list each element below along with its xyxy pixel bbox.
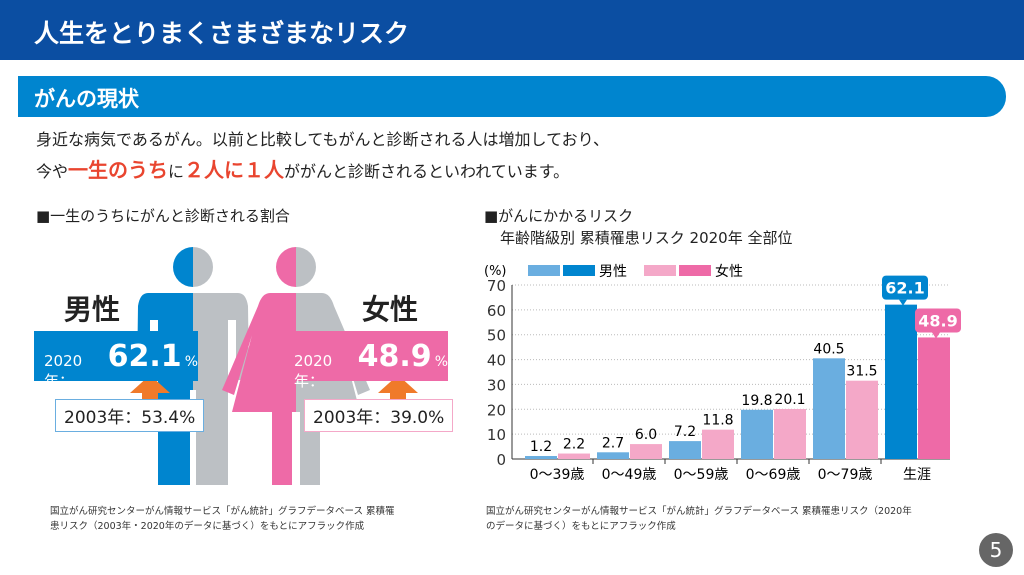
y-tick-label: 20 [487,401,506,419]
legend-swatch-light [644,265,676,276]
left-source: 国立がん研究センターがん情報サービス「がん統計」グラフデータベース 累積罹 患リス… [50,504,395,534]
bar-female [774,409,806,459]
data-label: 11.8 [702,413,733,429]
highlight-ratio: ２人に１人 [184,158,285,182]
female-label: 女性 [362,293,419,326]
data-label: 1.2 [530,439,552,455]
left-title: ■一生のうちにがんと診断される割合 [36,207,290,225]
callout-pointer [932,332,940,339]
data-label: 6.0 [635,427,657,443]
bar-male [885,304,917,459]
t: のデータに基づく）をもとにアフラック作成 [486,521,676,532]
legend-label: 男性 [599,264,627,280]
legend-swatch-dark [563,265,595,276]
bar-chart: (%) 男性 女性 0 10 20 30 40 50 60 70 0〜39歳 1.2 2.2 0〜49歳… [484,263,961,483]
x-tick-label: 0〜79歳 [818,467,873,483]
y-tick-label: 30 [487,376,506,394]
bar-male [597,452,629,459]
bar-female [558,453,590,459]
data-label: 19.8 [741,393,772,409]
male-2003-box: 2003年：53.4% [55,399,205,432]
page-number: 5 [979,533,1013,567]
legend-swatch-dark [679,265,711,276]
female-2003-box: 2003年：39.0% [304,399,454,432]
callout-pointer [899,299,907,306]
bar-male [741,409,773,459]
x-tick-label: 生涯 [903,467,931,483]
female-2020-box: 2020年： 48.9% [284,331,448,390]
t: 患リスク（2003年・2020年のデータに基づく）をもとにアフラック作成 [50,521,365,532]
male-label: 男性 [64,293,121,326]
data-label: 48.9 [918,311,957,330]
x-tick-label: 0〜39歳 [530,467,585,483]
t: 国立がん研究センターがん情報サービス「がん統計」グラフデータベース 累積罹患リス… [486,506,912,517]
highlight-lifetime: 一生のうち [68,158,169,182]
y-tick-label: 70 [487,277,506,295]
y-tick-label: 50 [487,327,506,345]
x-tick-label: 0〜59歳 [674,467,729,483]
bar-male [525,456,557,459]
t: ががんと診断されるといわれています。 [284,162,570,181]
legend-label: 女性 [715,263,743,280]
t: に [168,162,185,181]
x-tick-label: 0〜49歳 [602,467,657,483]
data-label: 7.2 [674,424,696,440]
right-title: ■がんにかかるリスク [484,207,634,225]
intro-line-1: 身近な病気であるがん。以前と比較してもがんと診断される人は増加しており、 [36,130,609,149]
y-tick-label: 10 [487,426,506,444]
page-title: 人生をとりまくさまざまなリスク [34,19,410,48]
t: % [184,354,198,370]
bar-female [702,429,734,459]
t: 2020年： [294,352,333,390]
bar-male [669,441,701,459]
right-source: 国立がん研究センターがん情報サービス「がん統計」グラフデータベース 累積罹患リス… [486,504,912,534]
male-2020-value: 62.1 [107,339,182,374]
up-arrow-icon [130,375,418,403]
bar-female [630,444,662,459]
y-tick-label: 0 [496,451,506,469]
data-label: 2.7 [602,435,624,451]
header-bar: 人生をとりまくさまざまなリスク [0,0,1024,60]
callout-bubble [882,275,928,300]
right-subtitle: 年齢階級別 累積罹患リスク 2020年 全部位 [500,229,793,247]
t: 国立がん研究センターがん情報サービス「がん統計」グラフデータベース 累積罹 [50,506,395,517]
data-label: 2.2 [563,437,585,453]
x-tick-label: 0〜69歳 [746,467,801,483]
t: 今や [36,162,69,181]
t: % [434,354,448,370]
human-figures [130,247,418,485]
t: 2020年： [44,352,83,390]
bar-male [813,358,845,459]
data-label: 20.1 [774,392,805,408]
intro-line-2: 今や一生のうちに２人に１人ががんと診断されるといわれています。 [36,154,569,183]
data-label: 31.5 [846,364,877,380]
y-tick-label: 60 [487,302,506,320]
bar-female [846,380,878,459]
female-2020-value: 48.9 [357,339,432,374]
section-title: がんの現状 [34,87,139,111]
callout-bubble [915,308,961,333]
bar-female [918,337,950,459]
section-bar: がんの現状 [18,76,1006,117]
y-unit-label: (%) [484,264,507,279]
data-label: 40.5 [813,341,844,357]
legend-swatch-light [528,265,560,276]
y-tick-label: 40 [487,352,506,370]
male-2020-box: 2020年： 62.1% [34,331,198,390]
data-label: 62.1 [885,279,924,298]
